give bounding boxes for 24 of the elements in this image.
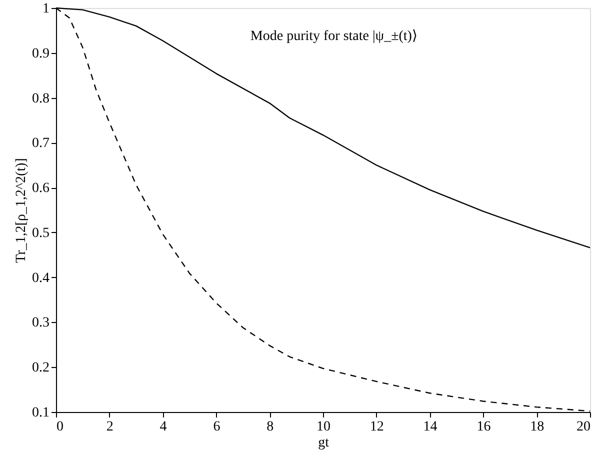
x-tick-label: 12 [370, 420, 384, 434]
x-tick-label: 4 [160, 420, 167, 434]
x-tick-label: 14 [423, 420, 438, 434]
y-tick-label: 0.3 [32, 316, 50, 331]
x-tick-label: 8 [266, 420, 274, 434]
x-tick-label: 16 [476, 420, 491, 434]
y-tick-label: 1 [42, 2, 50, 16]
y-tick-label: 0.5 [32, 226, 50, 241]
y-tick-label: 0.6 [32, 181, 50, 196]
x-tick-label: 10 [316, 420, 330, 434]
x-tick-label: 6 [213, 420, 220, 434]
x-tick-label: 18 [530, 420, 544, 434]
x-tick-label: 2 [106, 420, 114, 434]
annotation: Mode purity for state |ψ_±(t)⟩ [250, 29, 417, 44]
x-tick-label: 20 [576, 420, 590, 434]
y-tick-label: 0.8 [32, 91, 50, 106]
y-tick-label: 0.9 [32, 46, 50, 62]
y-tick-label: 0.1 [32, 406, 50, 420]
y-axis-title: Tr_1,2[ρ_1,2^2(t)] [14, 158, 29, 263]
y-tick-label: 0.4 [32, 270, 50, 286]
y-tick-label: 0.7 [32, 136, 50, 152]
x-axis-title: gt [318, 436, 330, 450]
x-tick-label: 0 [56, 420, 64, 434]
y-tick-label: 0.2 [32, 360, 50, 376]
